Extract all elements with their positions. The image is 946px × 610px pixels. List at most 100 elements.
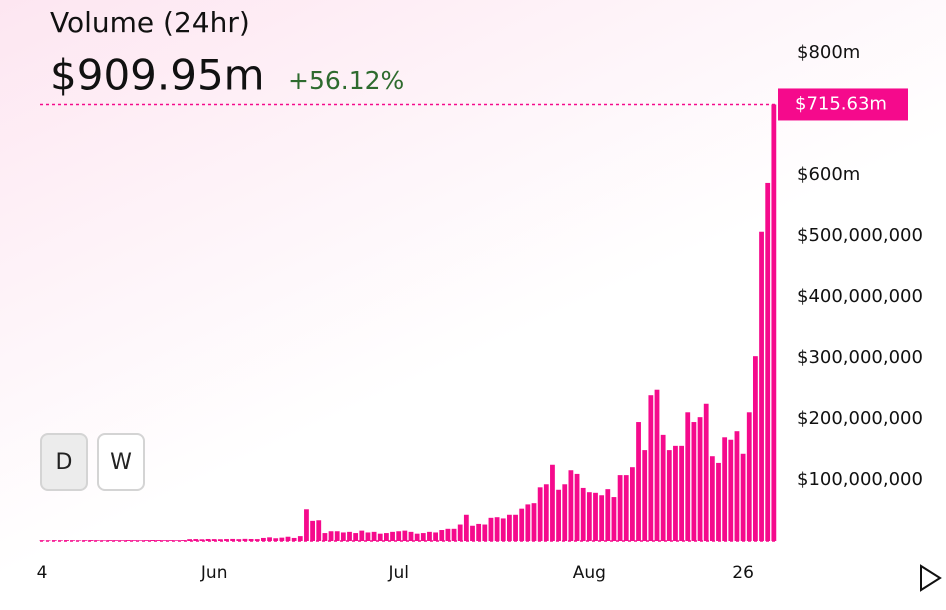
bar xyxy=(101,540,106,541)
bar xyxy=(224,539,229,541)
bar xyxy=(242,538,248,541)
bar xyxy=(697,417,703,541)
bar xyxy=(187,539,192,541)
play-icon[interactable] xyxy=(920,564,942,592)
bar xyxy=(94,540,100,541)
bar xyxy=(617,475,623,541)
bar xyxy=(525,504,531,541)
bar xyxy=(488,517,494,541)
bar xyxy=(623,475,629,541)
bar xyxy=(476,523,482,541)
bar xyxy=(39,540,45,541)
bar xyxy=(611,497,617,541)
bar xyxy=(685,412,691,541)
bar xyxy=(740,453,746,541)
bar xyxy=(254,539,260,541)
bar xyxy=(519,508,525,541)
bar xyxy=(316,520,322,541)
bar xyxy=(709,456,715,541)
bar xyxy=(513,514,518,541)
bar xyxy=(230,538,236,541)
bar xyxy=(88,540,94,541)
bar xyxy=(537,487,543,541)
bar xyxy=(562,484,568,541)
bar xyxy=(759,231,764,542)
y-tick-label: $800m xyxy=(797,42,860,63)
bar xyxy=(630,467,635,541)
bar xyxy=(414,533,420,541)
bar xyxy=(162,540,168,541)
bar xyxy=(328,531,334,541)
bar xyxy=(273,538,279,541)
bar xyxy=(433,532,438,541)
bar xyxy=(599,495,605,541)
x-tick-label: Aug xyxy=(573,563,606,583)
bar xyxy=(550,464,555,541)
bar xyxy=(568,470,574,541)
bar xyxy=(402,530,408,541)
last-value-box xyxy=(778,88,908,121)
bar xyxy=(753,356,758,541)
bar xyxy=(457,524,463,541)
bar xyxy=(353,533,359,541)
bar xyxy=(771,104,777,541)
bar xyxy=(181,540,186,541)
bar xyxy=(64,540,69,541)
bar xyxy=(439,530,445,541)
x-tick-label: 26 xyxy=(732,563,754,583)
bar xyxy=(543,484,549,541)
x-tick-label: 4 xyxy=(37,563,48,583)
change: +56.12% xyxy=(288,66,404,95)
week-button[interactable]: W xyxy=(97,433,145,491)
bar xyxy=(340,532,346,541)
bar xyxy=(322,533,328,541)
y-tick-label: $300,000,000 xyxy=(797,347,923,368)
bar xyxy=(451,528,457,541)
bar xyxy=(531,503,537,541)
bar xyxy=(193,539,199,541)
bar xyxy=(45,540,51,541)
bar xyxy=(248,538,254,541)
bar xyxy=(125,540,131,541)
bar xyxy=(482,524,488,541)
bar xyxy=(765,182,771,541)
last-value-label: $715.63m xyxy=(795,93,887,114)
y-tick-label: $600m xyxy=(797,164,860,185)
bar xyxy=(304,509,309,541)
bar xyxy=(463,514,469,541)
bar xyxy=(359,530,365,541)
bar xyxy=(297,536,303,541)
bar xyxy=(144,540,149,541)
bar xyxy=(384,533,389,541)
bar xyxy=(199,539,205,541)
total-value: $909.95m xyxy=(50,51,265,100)
bar xyxy=(636,422,641,541)
bar xyxy=(556,489,561,541)
bar xyxy=(716,462,721,541)
bar xyxy=(580,487,586,541)
bar xyxy=(494,517,500,541)
bar xyxy=(420,533,426,541)
bar xyxy=(470,525,475,541)
y-tick-label: $100,000,000 xyxy=(797,469,923,490)
bar xyxy=(586,492,592,541)
bar xyxy=(673,445,678,541)
bar xyxy=(427,531,432,541)
bar xyxy=(217,539,223,541)
bar xyxy=(70,540,76,541)
bar xyxy=(654,389,660,541)
bar xyxy=(390,531,395,541)
x-tick-label: Jun xyxy=(200,563,228,583)
bar xyxy=(113,540,119,541)
y-tick-label: $400,000,000 xyxy=(797,286,923,307)
bar xyxy=(51,540,57,541)
bar xyxy=(365,532,371,541)
bar xyxy=(267,537,272,541)
day-button[interactable]: D xyxy=(40,433,88,491)
bar xyxy=(722,437,728,541)
bar xyxy=(666,450,672,541)
title: Volume (24hr) xyxy=(50,6,250,39)
bar xyxy=(156,540,162,541)
bar xyxy=(107,540,113,541)
